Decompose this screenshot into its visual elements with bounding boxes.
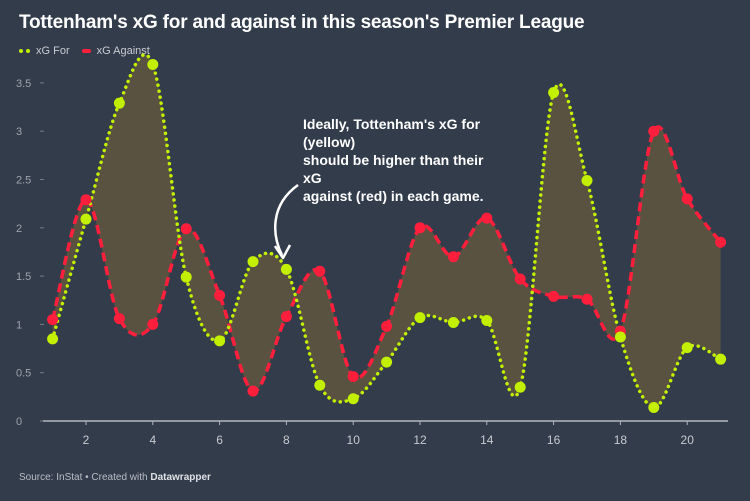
legend-item-xg-against[interactable]: xG Against [81,45,150,57]
data-point-xg-for [648,401,660,413]
annotation-line: against (red) in each game. [303,188,484,204]
annotation-arrow [274,183,299,256]
data-point-xg-for [180,271,192,283]
x-tick-label: 12 [413,433,427,447]
x-tick-label: 8 [283,433,290,447]
data-point-xg-against [80,194,92,206]
data-point-xg-for [113,97,125,109]
y-tick-label: 2 [16,223,22,235]
x-tick-label: 14 [480,433,494,447]
area-between [52,54,721,408]
y-tick-label: 1 [16,319,22,331]
data-point-xg-against [180,223,192,235]
data-point-xg-against [648,125,660,137]
x-tick-label: 4 [149,433,156,447]
x-tick-label: 2 [83,433,90,447]
data-point-xg-against [247,385,259,397]
data-point-xg-for [715,353,727,365]
chart-title: Tottenham's xG for and against in this s… [19,12,585,33]
legend-label: xG Against [96,45,150,57]
data-point-xg-against [681,193,693,205]
data-point-xg-against [314,265,326,277]
data-point-xg-for [681,342,693,354]
data-point-xg-for [314,379,326,391]
y-tick-label: 3 [16,126,22,138]
data-point-xg-against [514,273,526,285]
data-point-xg-for [147,59,159,71]
source-credit: Source: InStat • Created with Datawrappe… [19,472,211,483]
datawrapper-link[interactable]: Datawrapper [150,472,211,483]
legend-swatch-xg-against [81,49,91,53]
data-point-xg-against [548,290,560,302]
data-point-xg-against [214,289,226,301]
annotation-arrowhead [273,244,292,260]
legend-item-xg-for[interactable]: xG For [19,45,70,57]
data-point-xg-for [347,393,359,405]
annotation-line: (yellow) [303,134,356,150]
data-point-xg-against [414,222,426,234]
source-text: Source: InStat • Created with [19,472,151,483]
data-point-xg-against [447,251,459,263]
data-point-xg-against [381,320,393,332]
data-point-xg-for [414,312,426,324]
x-tick-label: 10 [347,433,361,447]
data-point-xg-for [280,263,292,275]
data-point-xg-for [214,335,226,347]
data-point-xg-for [581,174,593,186]
legend-label: xG For [36,45,70,57]
x-tick-label: 6 [216,433,223,447]
data-point-xg-for [481,315,493,327]
data-point-xg-against [715,236,727,248]
data-point-xg-against [147,318,159,330]
data-point-xg-against [113,313,125,325]
y-tick-label: 0 [16,416,22,428]
data-point-xg-for [614,331,626,343]
y-tick-label: 2.5 [16,175,31,187]
x-tick-label: 20 [681,433,695,447]
annotation: Ideally, Tottenham's xG for (yellow) sho… [303,115,503,205]
data-point-xg-for [247,256,259,268]
data-point-xg-for [548,87,560,99]
data-point-xg-for [80,213,92,225]
legend: xG For xG Against [19,45,150,57]
annotation-line: Ideally, Tottenham's xG for [303,116,481,132]
annotation-line: should be higher than their xG [303,152,484,186]
data-point-xg-against [347,371,359,383]
data-point-xg-for [447,316,459,328]
legend-swatch-xg-for [19,49,30,53]
data-point-xg-for [514,381,526,393]
x-tick-label: 18 [614,433,628,447]
data-point-xg-against [47,314,59,326]
data-point-xg-for [381,356,393,368]
y-tick-label: 1.5 [16,271,31,283]
y-tick-label: 0.5 [16,368,31,380]
y-tick-label: 3.5 [16,78,31,90]
x-tick-label: 16 [547,433,561,447]
data-point-xg-against [481,212,493,224]
data-point-xg-for [47,333,59,345]
data-point-xg-against [280,311,292,323]
data-point-xg-against [581,293,593,305]
